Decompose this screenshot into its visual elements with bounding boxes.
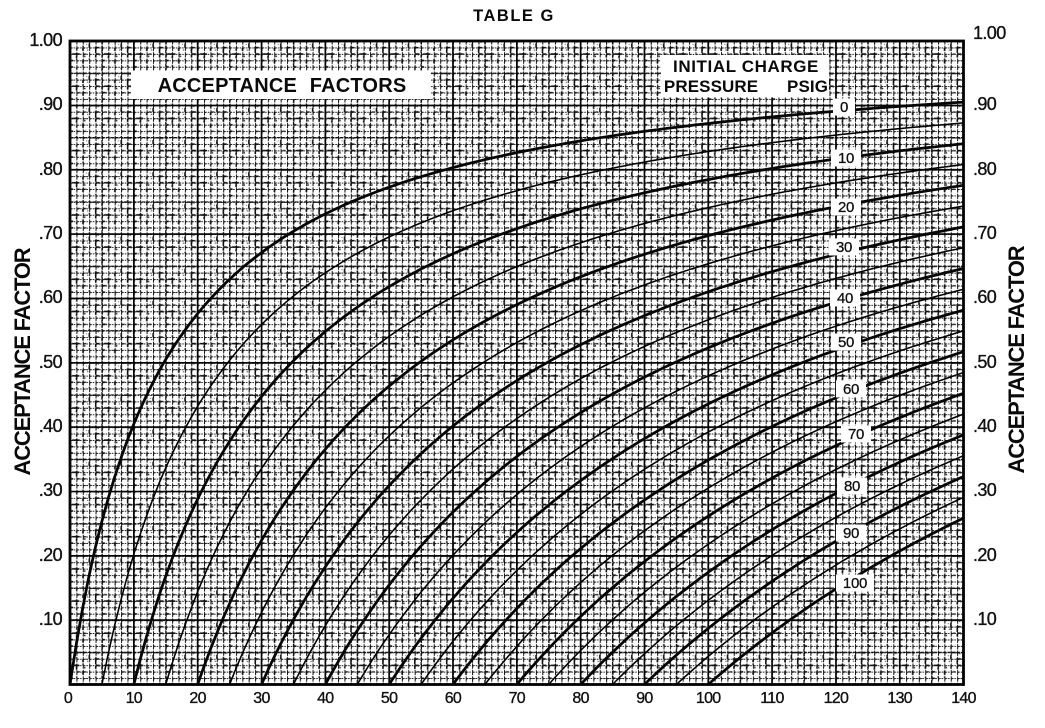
svg-text:140: 140 <box>951 690 976 707</box>
svg-text:80: 80 <box>572 690 589 707</box>
svg-text:.70: .70 <box>973 223 997 243</box>
svg-text:110: 110 <box>760 690 784 707</box>
svg-text:ACCEPTANCE FACTOR: ACCEPTANCE FACTOR <box>10 247 35 475</box>
svg-text:.90: .90 <box>973 94 997 114</box>
svg-text:.30: .30 <box>973 480 997 500</box>
svg-text:40: 40 <box>837 290 853 307</box>
svg-text:ACCEPTANCE FACTORS: ACCEPTANCE FACTORS <box>158 75 407 97</box>
svg-text:10: 10 <box>838 150 854 167</box>
svg-text:70: 70 <box>509 690 526 707</box>
svg-text:0: 0 <box>840 99 848 116</box>
svg-text:1.00: 1.00 <box>973 23 1006 43</box>
svg-text:130: 130 <box>887 690 912 707</box>
svg-text:80: 80 <box>844 478 860 495</box>
svg-text:50: 50 <box>838 334 854 351</box>
svg-text:90: 90 <box>843 525 859 542</box>
svg-text:100: 100 <box>843 575 867 592</box>
svg-text:60: 60 <box>445 690 462 707</box>
svg-text:1.00: 1.00 <box>29 30 62 50</box>
svg-text:30: 30 <box>253 690 270 707</box>
svg-text:90: 90 <box>636 690 653 707</box>
svg-text:.40: .40 <box>39 416 63 436</box>
svg-text:.60: .60 <box>39 287 63 307</box>
svg-text:.50: .50 <box>973 352 997 372</box>
svg-text:TABLE G: TABLE G <box>473 7 555 25</box>
svg-text:.30: .30 <box>39 480 63 500</box>
svg-text:.20: .20 <box>39 545 63 565</box>
svg-text:.80: .80 <box>973 159 997 179</box>
svg-text:.40: .40 <box>973 416 997 436</box>
svg-text:.70: .70 <box>39 223 63 243</box>
svg-text:20: 20 <box>838 199 854 216</box>
svg-text:.20: .20 <box>973 545 997 565</box>
svg-text:.80: .80 <box>39 159 63 179</box>
svg-text:20: 20 <box>189 690 206 707</box>
svg-text:ACCEPTANCE FACTOR: ACCEPTANCE FACTOR <box>1004 245 1029 473</box>
svg-text:100: 100 <box>696 690 721 707</box>
svg-text:0: 0 <box>64 690 73 707</box>
svg-text:30: 30 <box>836 239 852 256</box>
svg-text:40: 40 <box>317 690 334 707</box>
svg-text:10: 10 <box>126 690 143 707</box>
svg-text:.60: .60 <box>973 287 997 307</box>
svg-text:.10: .10 <box>39 609 63 629</box>
svg-text:.50: .50 <box>39 352 63 372</box>
svg-text:120: 120 <box>824 690 849 707</box>
svg-text:INITIAL CHARGE: INITIAL CHARGE <box>673 57 819 76</box>
svg-text:50: 50 <box>381 690 398 707</box>
svg-text:60: 60 <box>843 381 859 398</box>
svg-text:70: 70 <box>848 426 864 443</box>
svg-text:.90: .90 <box>39 94 63 114</box>
svg-text:PRESSURE PSIG: PRESSURE PSIG <box>664 77 828 96</box>
svg-text:.10: .10 <box>973 609 997 629</box>
